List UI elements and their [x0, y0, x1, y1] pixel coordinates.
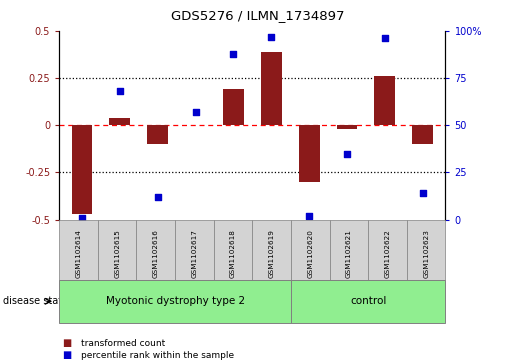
Text: GDS5276 / ILMN_1734897: GDS5276 / ILMN_1734897: [171, 9, 344, 22]
Text: GSM1102621: GSM1102621: [346, 229, 352, 278]
Bar: [109, 118, 130, 125]
Bar: [374, 76, 396, 125]
Text: GSM1102617: GSM1102617: [192, 229, 197, 278]
Point: [305, 213, 313, 219]
Bar: [261, 52, 282, 125]
Bar: [299, 125, 320, 182]
Point: [192, 109, 200, 115]
Bar: [147, 125, 168, 144]
Text: GSM1102619: GSM1102619: [269, 229, 274, 278]
Point: [267, 34, 276, 40]
Bar: [413, 125, 433, 144]
Bar: [337, 125, 357, 129]
Text: GSM1102616: GSM1102616: [153, 229, 159, 278]
Text: transformed count: transformed count: [81, 339, 166, 347]
Text: ■: ■: [62, 350, 71, 360]
Point: [419, 190, 427, 196]
Text: ■: ■: [62, 338, 71, 348]
Text: GSM1102614: GSM1102614: [76, 229, 81, 278]
Bar: [223, 89, 244, 125]
Point: [153, 194, 162, 200]
Text: disease state: disease state: [3, 296, 67, 306]
Point: [116, 88, 124, 94]
Point: [78, 215, 86, 221]
Text: GSM1102623: GSM1102623: [423, 229, 429, 278]
Text: GSM1102618: GSM1102618: [230, 229, 236, 278]
Text: GSM1102622: GSM1102622: [385, 229, 390, 278]
Text: Myotonic dystrophy type 2: Myotonic dystrophy type 2: [106, 296, 245, 306]
Text: percentile rank within the sample: percentile rank within the sample: [81, 351, 234, 359]
Text: GSM1102620: GSM1102620: [307, 229, 313, 278]
Point: [343, 151, 351, 156]
Point: [229, 50, 237, 56]
Point: [381, 36, 389, 41]
Text: control: control: [350, 296, 386, 306]
Text: GSM1102615: GSM1102615: [114, 229, 120, 278]
Bar: [72, 125, 92, 214]
